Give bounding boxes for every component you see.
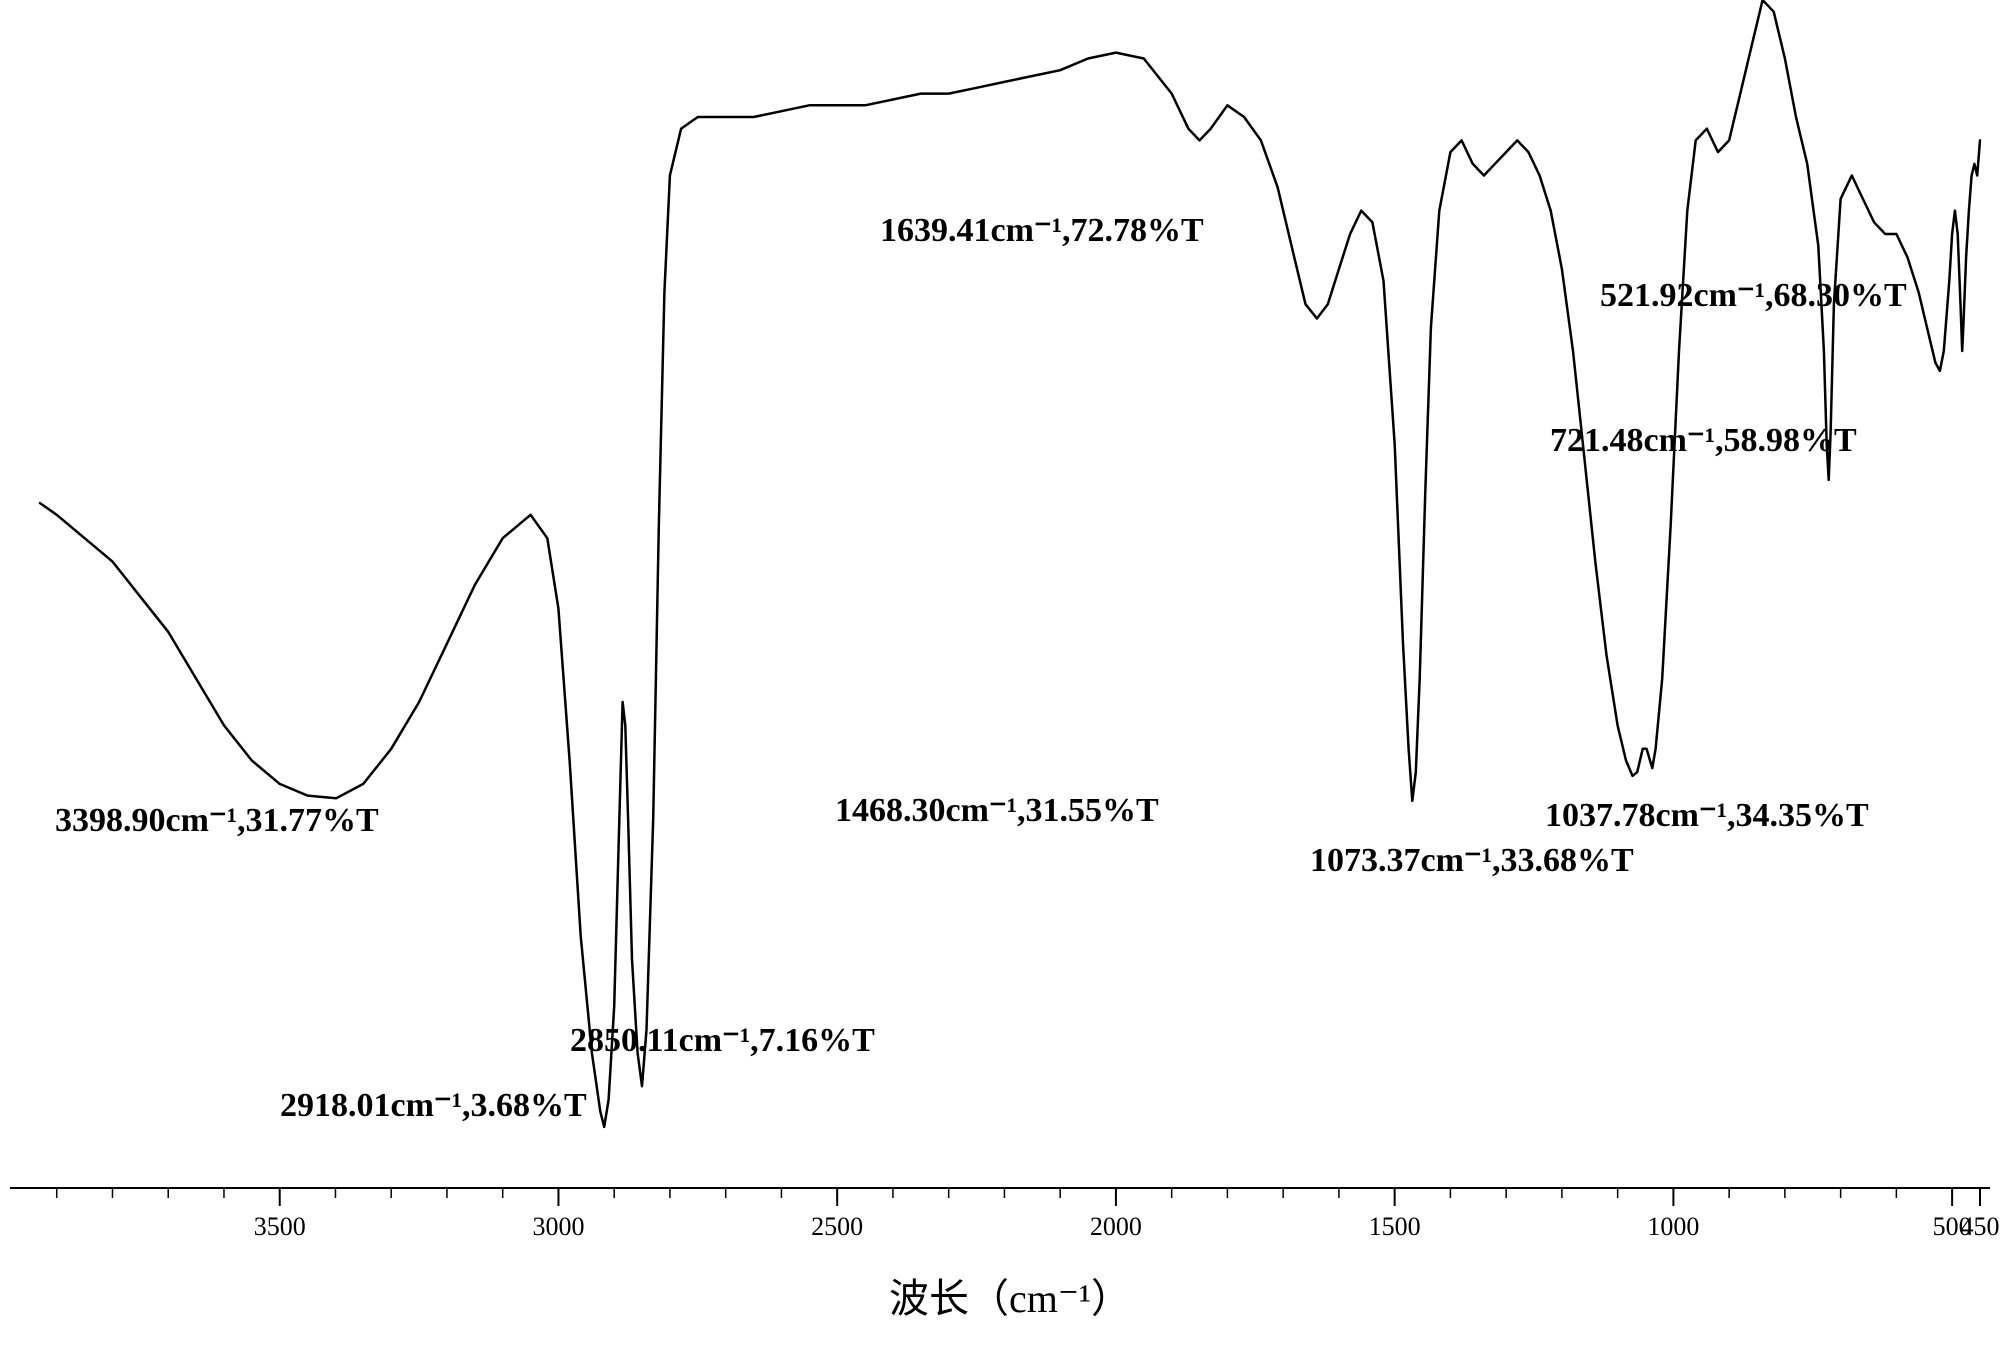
peak-label: 521.92cm⁻¹,68.30%T [1600, 275, 1907, 315]
peak-label: 721.48cm⁻¹,58.98%T [1550, 420, 1857, 460]
xaxis-tick-label: 3000 [532, 1212, 584, 1242]
peak-label: 2918.01cm⁻¹,3.68%T [280, 1085, 587, 1125]
xaxis-tick-label: 450 [1961, 1212, 2000, 1242]
xaxis-tick-label: 1500 [1369, 1212, 1421, 1242]
xaxis-tick-label: 2500 [811, 1212, 863, 1242]
peak-label: 3398.90cm⁻¹,31.77%T [55, 800, 379, 840]
peak-label: 1639.41cm⁻¹,72.78%T [880, 210, 1204, 250]
xaxis-title: 波长（cm⁻¹） [889, 1266, 1131, 1324]
ftir-spectrum-chart: 350030002500200015001000500450波长（cm⁻¹）16… [0, 0, 2008, 1353]
xaxis-tick-label: 2000 [1090, 1212, 1142, 1242]
peak-label: 2850.11cm⁻¹,7.16%T [570, 1020, 875, 1060]
spectrum-svg [0, 0, 2008, 1353]
peak-label: 1037.78cm⁻¹,34.35%T [1545, 795, 1869, 835]
xaxis-tick-label: 3500 [254, 1212, 306, 1242]
peak-label: 1468.30cm⁻¹,31.55%T [835, 790, 1159, 830]
peak-label: 1073.37cm⁻¹,33.68%T [1310, 840, 1634, 880]
xaxis-tick-label: 1000 [1647, 1212, 1699, 1242]
